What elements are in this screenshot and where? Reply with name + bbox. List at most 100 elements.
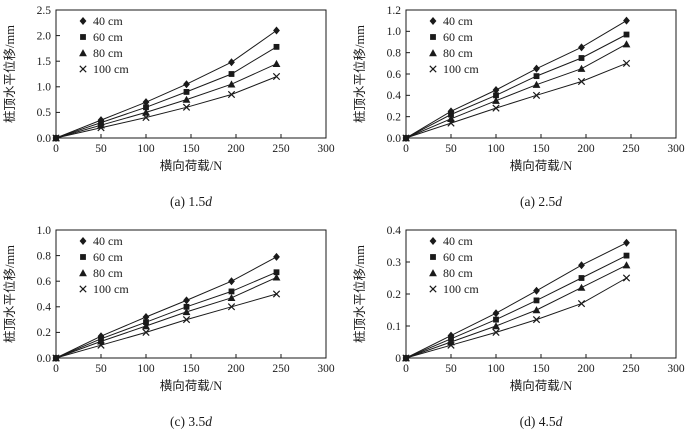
diamond-marker xyxy=(429,17,437,25)
x-marker xyxy=(227,303,236,311)
square-marker xyxy=(183,303,190,310)
x-marker xyxy=(272,290,281,298)
chart-cell-3-5d: 0 50 100 150 200 250 300 0.0 0.2 0.4 0.6 0.8 1.0 横向荷载… xyxy=(0,220,350,441)
legend: 40 cm 60 cm 80 cm 100 cm xyxy=(429,234,479,296)
x-tick-label: 0 xyxy=(53,363,59,375)
chart-svg: 0 50 100 150 200 250 300 0.0 0.2 0.4 0.6 0.8 1.0 横向荷载… xyxy=(2,225,335,393)
square-marker xyxy=(80,34,86,40)
series-line-60-cm xyxy=(55,46,277,139)
y-tick-label: 0 xyxy=(395,353,401,365)
y-tick-label: 1.2 xyxy=(387,5,402,17)
x-marker xyxy=(52,134,60,142)
legend: 40 cm 60 cm 80 cm 100 cm xyxy=(429,14,479,76)
diamond-marker xyxy=(623,16,630,25)
x-marker xyxy=(577,77,586,86)
y-tick-label: 2.0 xyxy=(37,30,52,42)
series-line-40-cm xyxy=(55,256,277,359)
x-tick-label: 250 xyxy=(272,143,290,155)
x-marker xyxy=(492,104,500,112)
chart-caption-2-5d: (a) 2.5d xyxy=(520,194,562,209)
x-tick-label: 0 xyxy=(403,143,409,155)
x-tick-label: 0 xyxy=(403,363,409,375)
diamond-marker xyxy=(533,286,540,295)
chart-svg: 0 50 100 150 200 250 300 0.0 0.2 0.4 0.6 0.8 1.0 1.2 横… xyxy=(352,5,685,173)
chart-svg: 0 50 100 150 200 250 300 0.0 0.5 1.0 1.5 2.0 2.5 横向荷载… xyxy=(2,5,335,173)
series-line-80-cm xyxy=(405,43,627,139)
triangle-marker xyxy=(272,59,281,67)
x-tick-label: 300 xyxy=(317,143,335,155)
y-tick-label: 0.4 xyxy=(37,302,52,314)
legend-label-80-cm: 80 cm xyxy=(443,266,473,280)
x-marker xyxy=(577,299,586,308)
triangle-marker xyxy=(182,308,191,316)
y-tick-label: 0.0 xyxy=(37,353,52,365)
x-marker xyxy=(227,90,236,99)
diamond-marker xyxy=(429,237,437,245)
legend-label-60-cm: 60 cm xyxy=(443,250,473,264)
x-axis-label: 横向荷载/N xyxy=(510,378,573,393)
diamond-marker xyxy=(492,309,500,318)
square-marker xyxy=(578,275,585,281)
y-tick-label: 1.5 xyxy=(37,56,52,68)
triangle-marker xyxy=(532,306,541,314)
x-tick-label: 200 xyxy=(577,363,595,375)
chart-plot-2-5d: 0 50 100 150 200 250 300 0.0 0.2 0.4 0.6 0.8 1.0 1.2 横… xyxy=(350,0,700,192)
chart-plot-1-5d: 0 50 100 150 200 250 300 0.0 0.5 1.0 1.5 2.0 2.5 横向荷载… xyxy=(0,0,350,192)
diamond-marker xyxy=(79,237,87,245)
x-marker xyxy=(447,119,455,127)
x-tick-label: 100 xyxy=(487,363,505,375)
triangle-marker xyxy=(227,80,236,88)
triangle-marker xyxy=(79,269,87,277)
triangle-marker xyxy=(622,261,631,269)
y-tick-label: 1.0 xyxy=(37,225,52,237)
square-marker xyxy=(273,269,280,276)
x-marker xyxy=(52,354,60,362)
y-tick-label: 0.1 xyxy=(387,321,402,333)
x-tick-label: 200 xyxy=(227,363,245,375)
series-line-40-cm xyxy=(55,30,277,139)
x-marker xyxy=(142,328,150,337)
y-tick-label: 0.2 xyxy=(37,327,52,339)
triangle-marker xyxy=(532,80,541,88)
x-tick-label: 150 xyxy=(532,363,550,375)
y-tick-label: 0.2 xyxy=(387,111,402,123)
series-line-100-cm xyxy=(405,62,627,139)
triangle-marker xyxy=(447,114,455,122)
x-tick-label: 250 xyxy=(622,143,640,155)
diamond-marker xyxy=(273,252,280,261)
triangle-marker xyxy=(227,293,236,302)
triangle-marker xyxy=(577,64,586,72)
y-tick-label: 0.0 xyxy=(37,133,52,145)
y-axis-label: 桩顶水平位移/mm xyxy=(2,25,17,123)
y-tick-label: 0.8 xyxy=(387,47,402,59)
square-marker xyxy=(623,252,630,259)
diamond-marker xyxy=(228,277,235,286)
legend-label-100-cm: 100 cm xyxy=(443,282,479,296)
y-tick-label: 0.0 xyxy=(387,133,402,145)
triangle-marker xyxy=(142,108,150,116)
legend-label-100-cm: 100 cm xyxy=(443,62,479,76)
y-tick-label: 0.3 xyxy=(387,257,402,269)
square-marker xyxy=(493,92,499,99)
series-line-40-cm xyxy=(405,242,627,359)
x-tick-label: 50 xyxy=(95,143,107,155)
x-marker xyxy=(272,72,281,81)
x-tick-label: 300 xyxy=(667,363,685,375)
x-tick-label: 200 xyxy=(227,143,245,155)
x-marker xyxy=(97,124,105,132)
triangle-marker xyxy=(429,269,437,277)
x-tick-label: 150 xyxy=(532,143,550,155)
x-tick-label: 300 xyxy=(667,143,685,155)
x-axis-label: 横向荷载/N xyxy=(510,158,573,173)
square-marker xyxy=(228,288,235,295)
x-axis-label: 横向荷载/N xyxy=(160,378,223,393)
triangle-marker xyxy=(492,96,500,104)
legend-label-80-cm: 80 cm xyxy=(443,46,473,60)
diamond-marker xyxy=(273,26,280,35)
legend-label-40-cm: 40 cm xyxy=(443,234,473,248)
square-marker xyxy=(578,55,585,61)
chart-caption-4-5d: (d) 4.5d xyxy=(519,414,563,429)
diamond-marker xyxy=(228,58,235,67)
x-tick-label: 50 xyxy=(445,363,457,375)
x-tick-label: 100 xyxy=(487,143,505,155)
